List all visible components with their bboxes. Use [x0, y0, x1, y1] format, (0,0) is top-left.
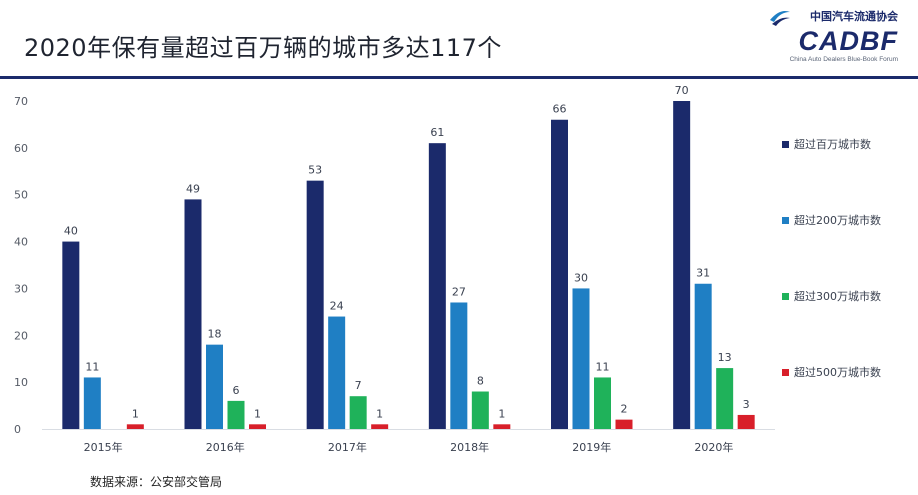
data-label: 13 [718, 351, 732, 364]
data-label: 53 [308, 164, 322, 177]
data-label: 6 [233, 384, 240, 397]
x-tick-label: 2017年 [328, 440, 367, 454]
data-label: 1 [132, 407, 139, 420]
bar [126, 424, 144, 429]
y-tick-label: 50 [14, 189, 28, 202]
bar [328, 316, 346, 429]
page-title: 2020年保有量超过百万辆的城市多达117个 [24, 34, 502, 62]
data-label: 7 [355, 379, 362, 392]
bar [572, 288, 590, 429]
legend-swatch [782, 368, 789, 376]
bar [227, 400, 245, 429]
data-label: 40 [64, 225, 78, 238]
source-note: 数据来源：公安部交管局 [90, 475, 223, 489]
y-tick-label: 10 [14, 376, 28, 389]
bar [371, 424, 389, 429]
y-tick-label: 60 [14, 142, 28, 155]
cadbf-logo: 中国汽车流通协会 CADBF China Auto Dealers Blue-B… [754, 6, 904, 68]
logo-subtitle: China Auto Dealers Blue-Book Forum [789, 56, 898, 63]
bar [349, 396, 367, 429]
data-label: 31 [696, 267, 710, 280]
data-label: 18 [208, 328, 222, 341]
data-label: 27 [452, 285, 466, 298]
data-label: 24 [330, 300, 344, 313]
bar [615, 419, 633, 429]
bar [62, 241, 80, 429]
legend-label: 超过300万城市数 [794, 290, 881, 303]
logo-mark-text: CADBF [798, 26, 898, 56]
y-tick-label: 70 [14, 95, 28, 108]
data-label: 1 [254, 407, 261, 420]
legend-swatch [782, 140, 789, 148]
x-tick-label: 2020年 [694, 440, 733, 454]
data-label: 2 [621, 403, 628, 416]
bar [471, 391, 489, 429]
bar [83, 377, 101, 429]
data-label: 70 [675, 84, 689, 97]
title-divider [0, 76, 918, 79]
bar [450, 302, 468, 429]
data-label: 30 [574, 271, 588, 284]
legend-label: 超过百万城市数 [794, 138, 871, 151]
data-label: 11 [596, 360, 610, 373]
data-label: 61 [430, 126, 444, 139]
legend-swatch [782, 292, 789, 300]
legend-item: 超过百万城市数 [782, 136, 871, 152]
data-label: 3 [743, 398, 750, 411]
legend-item: 超过300万城市数 [782, 288, 881, 304]
y-tick-label: 0 [14, 423, 21, 436]
bar [206, 344, 223, 429]
bar [594, 377, 611, 429]
x-tick-label: 2018年 [450, 440, 489, 454]
logo-org-name: 中国汽车流通协会 [810, 10, 898, 23]
bar [551, 119, 568, 429]
data-label: 8 [477, 375, 484, 388]
data-label: 11 [85, 360, 99, 373]
x-tick-label: 2015年 [84, 440, 123, 454]
bar [673, 101, 691, 429]
logo-emblem-icon [770, 11, 790, 26]
y-tick-label: 20 [14, 329, 28, 342]
legend-label: 超过500万城市数 [794, 366, 881, 379]
bar [184, 199, 202, 429]
x-tick-label: 2019年 [572, 440, 611, 454]
y-tick-label: 30 [14, 282, 28, 295]
data-label: 1 [376, 407, 383, 420]
data-label: 66 [553, 103, 567, 116]
data-label: 49 [186, 182, 200, 195]
bar [716, 368, 734, 429]
bar [493, 424, 511, 429]
legend-swatch [782, 216, 789, 224]
bar [737, 414, 755, 429]
y-tick-label: 40 [14, 236, 28, 249]
bar [306, 180, 324, 429]
bar [694, 283, 712, 429]
bar [428, 143, 446, 429]
legend-label: 超过200万城市数 [794, 214, 881, 227]
bar [249, 424, 266, 429]
legend-item: 超过500万城市数 [782, 364, 881, 380]
legend-item: 超过200万城市数 [782, 212, 881, 228]
x-tick-label: 2016年 [206, 440, 245, 454]
data-label: 1 [498, 407, 505, 420]
